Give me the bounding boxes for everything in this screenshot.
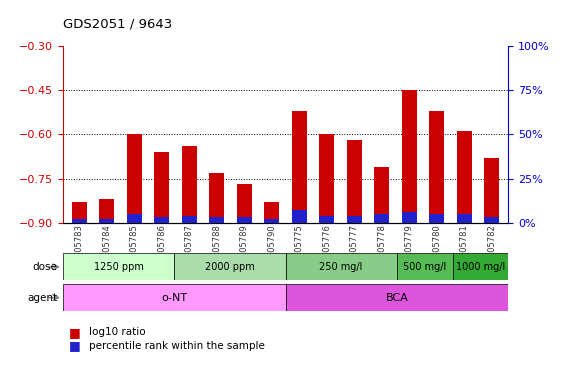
Text: GDS2051 / 9643: GDS2051 / 9643 xyxy=(63,17,172,30)
Text: 1250 ppm: 1250 ppm xyxy=(94,262,143,272)
Text: BCA: BCA xyxy=(385,293,408,303)
Bar xyxy=(63,284,286,311)
Bar xyxy=(127,134,142,214)
Bar xyxy=(401,90,417,212)
Text: log10 ratio: log10 ratio xyxy=(89,327,145,337)
Bar xyxy=(237,184,252,217)
Bar xyxy=(292,210,307,223)
Text: dose: dose xyxy=(32,262,57,272)
Bar xyxy=(457,131,472,214)
Text: 2000 ppm: 2000 ppm xyxy=(205,262,255,272)
Text: 500 mg/l: 500 mg/l xyxy=(403,262,447,272)
Text: 1000 mg/l: 1000 mg/l xyxy=(456,262,505,272)
Bar xyxy=(319,134,334,216)
Bar xyxy=(429,111,444,214)
Bar xyxy=(99,199,114,219)
Bar xyxy=(237,217,252,223)
Text: 250 mg/l: 250 mg/l xyxy=(320,262,363,272)
Bar xyxy=(174,253,286,280)
Bar xyxy=(429,214,444,223)
Text: percentile rank within the sample: percentile rank within the sample xyxy=(89,341,264,351)
Bar xyxy=(484,158,499,217)
Bar xyxy=(154,152,170,217)
Bar xyxy=(264,202,279,219)
Text: agent: agent xyxy=(27,293,57,303)
Text: o-NT: o-NT xyxy=(161,293,187,303)
Bar xyxy=(182,146,197,216)
Bar xyxy=(72,219,87,223)
Text: ■: ■ xyxy=(69,326,81,339)
Bar xyxy=(209,173,224,217)
Bar xyxy=(452,253,508,280)
Bar xyxy=(397,253,452,280)
Bar xyxy=(127,214,142,223)
Bar xyxy=(99,219,114,223)
Bar xyxy=(182,216,197,223)
Bar xyxy=(72,202,87,219)
Bar xyxy=(286,253,397,280)
Bar xyxy=(319,216,334,223)
Bar xyxy=(264,219,279,223)
Bar xyxy=(63,253,174,280)
Bar xyxy=(374,167,389,214)
Bar xyxy=(484,217,499,223)
Bar xyxy=(154,217,170,223)
Bar xyxy=(209,217,224,223)
Text: ■: ■ xyxy=(69,339,81,352)
Bar xyxy=(292,111,307,210)
Bar xyxy=(347,140,362,216)
Bar xyxy=(457,214,472,223)
Bar xyxy=(401,212,417,223)
Bar xyxy=(374,214,389,223)
Bar xyxy=(286,284,508,311)
Bar xyxy=(347,216,362,223)
